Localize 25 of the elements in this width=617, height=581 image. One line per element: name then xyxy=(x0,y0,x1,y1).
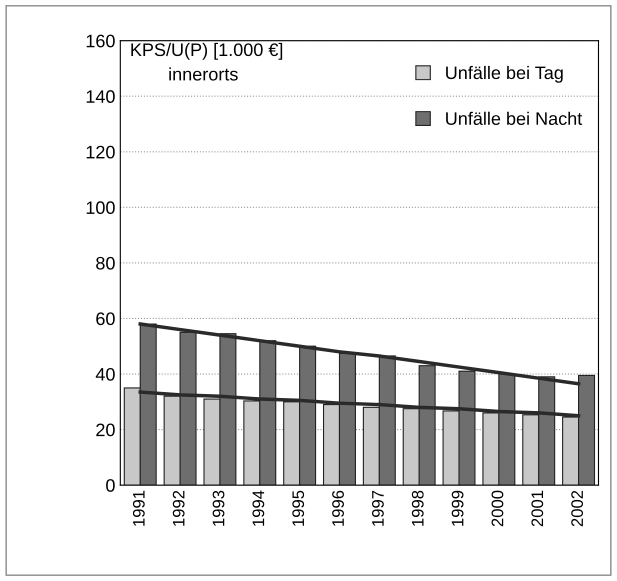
legend-label: Unfälle bei Tag xyxy=(446,66,563,83)
y-tick-label: 160 xyxy=(86,34,115,48)
text: innerorts xyxy=(169,67,238,81)
y-tick-label: 0 xyxy=(106,479,115,492)
x-tick-label: 1994 xyxy=(252,490,264,526)
x-tick-label: 1995 xyxy=(292,490,304,526)
legend-label: Unfälle bei Nacht xyxy=(446,112,582,125)
x-tick-label: 1992 xyxy=(172,490,185,526)
y-tick-label: 100 xyxy=(86,201,115,214)
x-tick-label: 2002 xyxy=(571,490,584,526)
y-tick-label: 40 xyxy=(96,368,115,381)
y-tick-label: 120 xyxy=(86,146,115,159)
y-tick-label: 140 xyxy=(86,90,115,103)
x-tick-label: 2001 xyxy=(531,490,544,526)
x-tick-label: 1993 xyxy=(212,490,224,526)
x-tick-label: 1997 xyxy=(372,490,384,526)
x-tick-label: 1991 xyxy=(132,490,145,526)
y-tick-label: 20 xyxy=(96,424,115,436)
x-tick-label: 1998 xyxy=(412,490,424,526)
y-tick-label: 60 xyxy=(96,312,115,326)
x-tick-label: 1999 xyxy=(452,490,464,526)
x-tick-label: 2000 xyxy=(492,490,504,526)
x-tick-label: 1996 xyxy=(332,490,344,526)
y-tick-label: 80 xyxy=(96,256,115,270)
y-axis-title: KPS/U(P) [1.000 €] xyxy=(131,42,282,60)
